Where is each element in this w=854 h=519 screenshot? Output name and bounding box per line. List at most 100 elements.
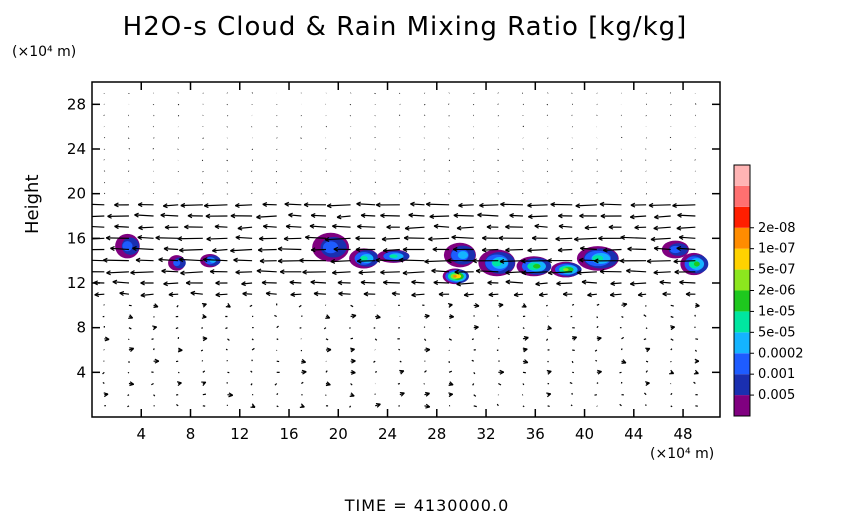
wind-arrow [619, 258, 647, 264]
cloud-contour [389, 254, 398, 258]
wind-arrow [358, 270, 376, 275]
wind-arrow [137, 235, 154, 241]
wind-arrow [670, 304, 674, 307]
wind-arrow [350, 358, 356, 364]
wind-arrow [158, 257, 179, 263]
wind-arrow [230, 213, 253, 219]
wind-arrow [227, 392, 234, 398]
wind-arrow [349, 327, 351, 329]
wind-arrow [694, 358, 700, 364]
wind-arrow [202, 257, 228, 263]
wind-arrow [277, 246, 302, 252]
wind-arrow [505, 279, 524, 285]
cloud-contour [173, 259, 181, 267]
cloud-patch [516, 256, 552, 277]
wind-arrow [290, 292, 302, 298]
wind-arrow [202, 336, 208, 342]
wind-arrow [151, 382, 154, 386]
wind-arrow [473, 303, 480, 309]
wind-arrow [226, 382, 228, 384]
wind-arrow [522, 327, 525, 330]
colorbar-segment [734, 206, 750, 228]
wind-arrow [654, 214, 671, 220]
wind-arrow [608, 224, 622, 230]
x-tick-label: 48 [674, 425, 693, 443]
wind-arrow [596, 336, 602, 342]
wind-arrow [531, 235, 548, 241]
wind-arrow [337, 280, 351, 286]
wind-arrow [558, 213, 573, 219]
wind-arrow [629, 281, 647, 287]
wind-arrow [424, 103, 426, 106]
wind-arrow [513, 292, 524, 298]
wind-arrow [500, 201, 523, 207]
wind-arrow [127, 137, 130, 139]
wind-arrow [620, 234, 647, 240]
wind-arrow [205, 213, 228, 219]
wind-arrow [499, 258, 524, 264]
wind-arrow [475, 268, 499, 274]
wind-arrow [645, 347, 651, 353]
wind-arrow [473, 394, 477, 397]
wind-arrow [303, 202, 326, 208]
wind-arrow [402, 247, 425, 253]
wind-arrow [128, 381, 135, 387]
wind-arrow [645, 360, 649, 363]
wind-arrow [433, 280, 450, 286]
cloud-patch [443, 242, 476, 268]
wind-arrow [155, 235, 179, 241]
wind-arrow [184, 224, 203, 230]
wind-arrow [135, 257, 154, 263]
wind-arrow [350, 313, 357, 319]
wind-arrow [251, 182, 254, 184]
wind-arrow [403, 235, 425, 241]
cloud-patch [551, 261, 582, 278]
wind-arrow [538, 292, 548, 298]
colorbar-label: 0.005 [758, 388, 795, 403]
wind-arrow [627, 246, 647, 252]
wind-arrow [670, 405, 673, 408]
wind-arrow [428, 236, 450, 242]
wind-arrow [458, 202, 474, 208]
wind-arrow [596, 325, 599, 329]
wind-arrow [350, 383, 353, 386]
wind-arrow [685, 291, 696, 297]
wind-arrow [496, 315, 499, 317]
wind-arrow [423, 338, 427, 341]
y-tick-label: 12 [67, 274, 86, 292]
wind-arrow [201, 182, 204, 184]
wind-arrow [119, 291, 130, 296]
wind-arrow [285, 224, 302, 230]
wind-arrow [215, 280, 228, 286]
cloud-contour [323, 241, 339, 254]
x-tick-label: 40 [575, 425, 594, 443]
wind-arrow [473, 315, 475, 317]
wind-arrow [423, 383, 425, 385]
wind-arrow [555, 236, 573, 242]
wind-arrow [284, 201, 302, 207]
wind-arrow [498, 369, 505, 375]
wind-arrow [547, 258, 573, 264]
wind-arrow [250, 383, 253, 386]
x-tick-label: 36 [526, 425, 545, 443]
wind-arrow [397, 382, 401, 385]
wind-arrow [215, 292, 228, 298]
wind-arrow [547, 360, 549, 363]
wind-arrow [127, 405, 130, 408]
wind-arrow [242, 291, 253, 297]
wind-arrow [256, 214, 277, 220]
wind-arrow [509, 213, 524, 219]
wind-arrow [594, 394, 597, 396]
wind-arrow [528, 214, 548, 220]
wind-arrow [305, 234, 326, 240]
wind-arrow [301, 369, 307, 375]
wind-arrow [598, 235, 622, 241]
wind-arrow [257, 247, 277, 253]
wind-arrow [302, 269, 326, 275]
wind-arrow [488, 292, 499, 298]
wind-arrow [250, 370, 253, 373]
wind-arrow [164, 224, 179, 230]
x-tick-label: 32 [476, 425, 495, 443]
wind-arrow [599, 201, 622, 207]
wind-arrow [609, 292, 622, 298]
